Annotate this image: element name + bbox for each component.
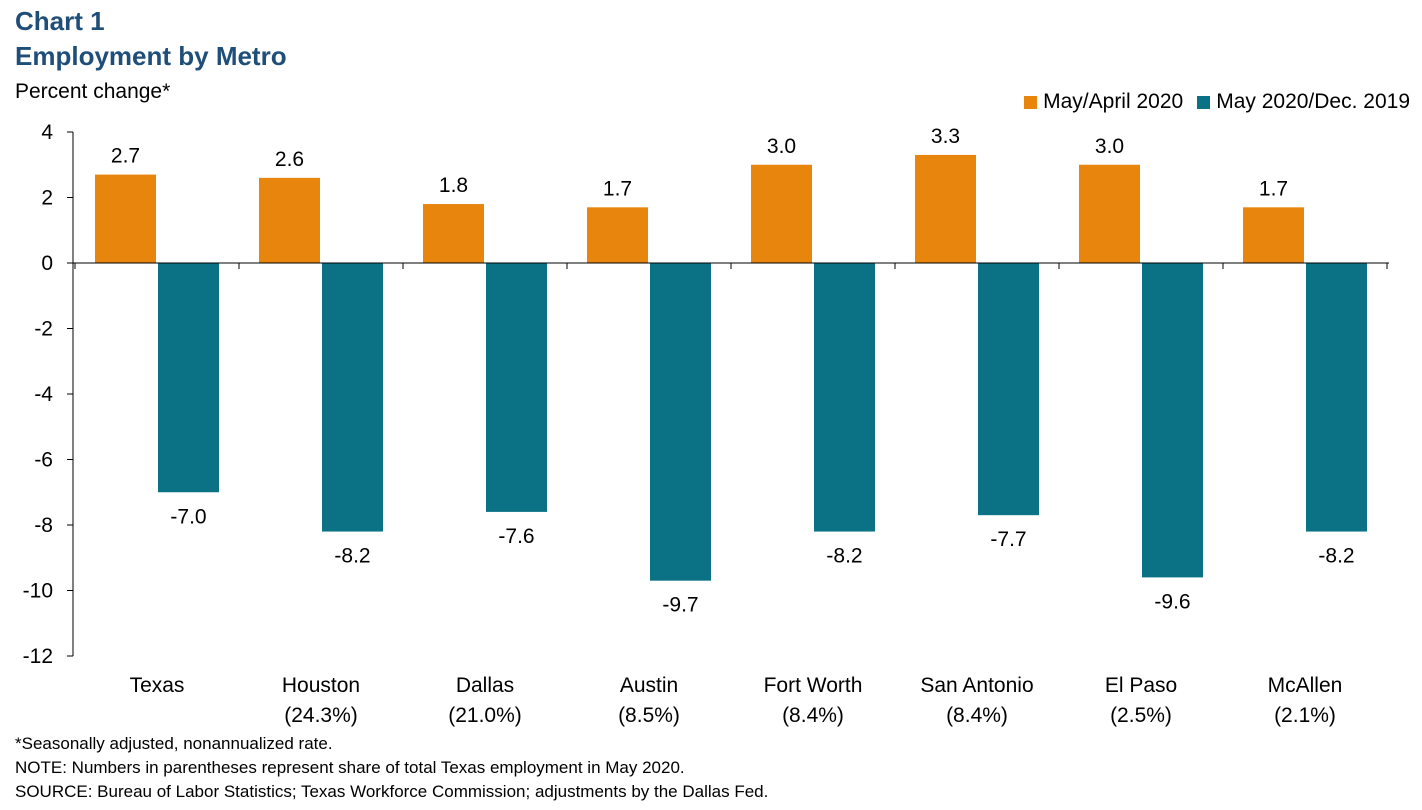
data-label: 2.6 bbox=[275, 148, 304, 171]
x-tick-sublabel: (24.3%) bbox=[284, 704, 358, 727]
y-tick-label: 0 bbox=[41, 252, 53, 275]
legend-swatch-may-dec bbox=[1197, 95, 1211, 109]
y-tick-label: 4 bbox=[41, 121, 53, 144]
data-label: -9.7 bbox=[662, 594, 698, 617]
data-label: -7.7 bbox=[990, 528, 1026, 551]
bar-may-april-mcallen bbox=[1243, 207, 1304, 263]
data-label: -7.0 bbox=[170, 505, 206, 528]
bar-may-dec-houston bbox=[322, 263, 383, 532]
y-axis-label: Percent change* bbox=[15, 80, 171, 103]
y-tick-label: -6 bbox=[34, 449, 53, 472]
data-label: 3.0 bbox=[767, 135, 796, 158]
data-label: 1.7 bbox=[1259, 177, 1288, 200]
bar-may-dec-texas bbox=[158, 263, 219, 493]
data-label: -8.2 bbox=[826, 545, 862, 568]
bar-may-april-el-paso bbox=[1079, 164, 1140, 263]
bar-may-april-fort-worth bbox=[751, 164, 812, 263]
bar-may-dec-dallas bbox=[486, 263, 547, 512]
footnote: *Seasonally adjusted, nonannualized rate… bbox=[15, 734, 333, 753]
legend: May/April 2020 May 2020/Dec. 2019 bbox=[1010, 90, 1410, 114]
y-tick-label: -2 bbox=[34, 318, 53, 341]
data-label: 1.8 bbox=[439, 174, 468, 197]
data-label: -7.6 bbox=[498, 525, 534, 548]
x-tick-label: El Paso bbox=[1105, 674, 1177, 697]
bar-may-april-dallas bbox=[423, 204, 484, 263]
y-tick-label: -10 bbox=[23, 580, 53, 603]
data-label: 3.3 bbox=[931, 125, 960, 148]
data-label: 3.0 bbox=[1095, 135, 1124, 158]
x-tick-sublabel: (8.4%) bbox=[782, 704, 844, 727]
chart-title-line1: Chart 1 bbox=[15, 6, 105, 36]
note: NOTE: Numbers in parentheses represent s… bbox=[15, 758, 685, 777]
bar-may-dec-austin bbox=[650, 263, 711, 581]
x-tick-label: Fort Worth bbox=[764, 674, 863, 697]
x-tick-sublabel: (21.0%) bbox=[448, 704, 522, 727]
data-label: -8.2 bbox=[1318, 545, 1354, 568]
legend-label-may-dec: May 2020/Dec. 2019 bbox=[1216, 90, 1410, 113]
legend-swatch-may-april bbox=[1024, 95, 1038, 109]
bar-may-april-houston bbox=[259, 177, 320, 263]
bar-may-april-austin bbox=[587, 207, 648, 263]
y-tick-label: -12 bbox=[23, 645, 53, 668]
x-tick-sublabel: (2.1%) bbox=[1274, 704, 1336, 727]
x-tick-label: Austin bbox=[620, 674, 678, 697]
data-label: 1.7 bbox=[603, 177, 632, 200]
data-label: -9.6 bbox=[1154, 590, 1190, 613]
x-tick-sublabel: (8.4%) bbox=[946, 704, 1008, 727]
x-tick-label: Texas bbox=[130, 674, 185, 697]
x-tick-label: Dallas bbox=[456, 674, 514, 697]
chart-title-line2: Employment by Metro bbox=[15, 41, 287, 71]
bar-may-dec-san-antonio bbox=[978, 263, 1039, 516]
data-label: -8.2 bbox=[334, 545, 370, 568]
y-tick-label: 2 bbox=[41, 187, 53, 210]
data-label: 2.7 bbox=[111, 145, 140, 168]
bar-may-april-san-antonio bbox=[915, 154, 976, 263]
bar-may-dec-fort-worth bbox=[814, 263, 875, 532]
y-tick-label: -4 bbox=[34, 383, 53, 406]
x-tick-sublabel: (8.5%) bbox=[618, 704, 680, 727]
x-tick-sublabel: (2.5%) bbox=[1110, 704, 1172, 727]
legend-item-may-april: May/April 2020 bbox=[1024, 90, 1183, 114]
bar-may-dec-mcallen bbox=[1306, 263, 1367, 532]
bar-may-april-texas bbox=[95, 174, 156, 263]
x-tick-label: McAllen bbox=[1268, 674, 1343, 697]
x-tick-label: San Antonio bbox=[920, 674, 1033, 697]
legend-item-may-dec: May 2020/Dec. 2019 bbox=[1197, 90, 1410, 114]
legend-label-may-april: May/April 2020 bbox=[1043, 90, 1184, 113]
bar-may-dec-el-paso bbox=[1142, 263, 1203, 578]
x-tick-label: Houston bbox=[282, 674, 360, 697]
source-note: SOURCE: Bureau of Labor Statistics; Texa… bbox=[15, 782, 769, 801]
y-tick-label: -8 bbox=[34, 514, 53, 537]
